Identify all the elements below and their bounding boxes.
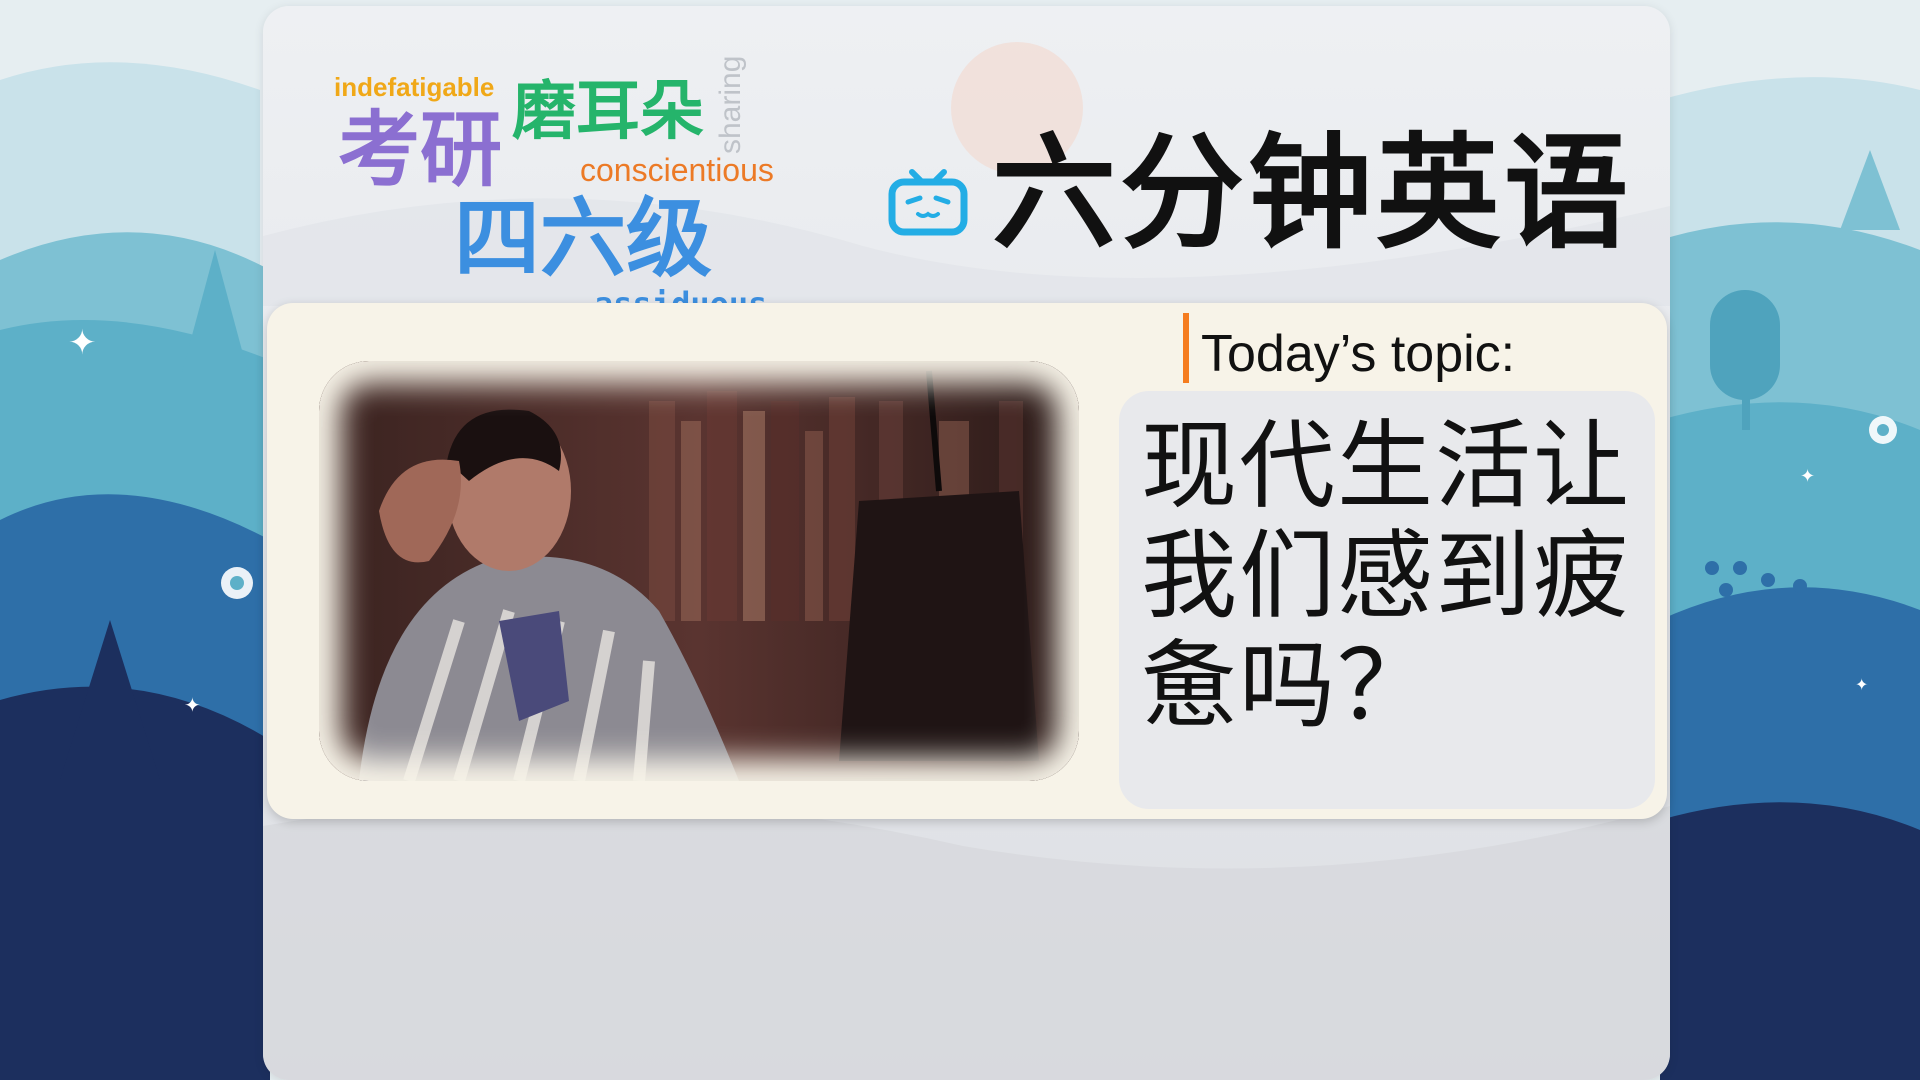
card-decoration <box>263 42 1670 1080</box>
svg-text:✦: ✦ <box>1800 466 1815 487</box>
svg-text:✦: ✦ <box>184 693 201 717</box>
bilibili-tv-icon <box>888 169 968 236</box>
word-siliuji: 四六级 <box>454 189 712 289</box>
page-title: 六分钟英语 <box>992 122 1633 266</box>
word-indefatigable: indefatigable <box>334 72 495 102</box>
svg-text:✦: ✦ <box>1855 675 1868 694</box>
svg-text:✦: ✦ <box>68 323 97 363</box>
tired-man-image <box>319 361 1079 781</box>
topic-accent-bar <box>1183 313 1189 383</box>
topic-title: 现代生活让我们感到疲惫吗？ <box>1141 410 1631 742</box>
word-moerduo: 磨耳朵 <box>512 75 704 149</box>
word-sharing: sharing <box>714 55 747 154</box>
topic-box: 现代生活让我们感到疲惫吗？ <box>1119 391 1655 809</box>
topic-panel: Today’s topic: 现代生活让我们感到疲惫吗？ <box>267 303 1667 819</box>
word-conscientious: conscientious <box>580 152 774 188</box>
word-kaoyan: 考研 <box>338 103 503 198</box>
topic-label: Today’s topic: <box>1201 325 1516 383</box>
